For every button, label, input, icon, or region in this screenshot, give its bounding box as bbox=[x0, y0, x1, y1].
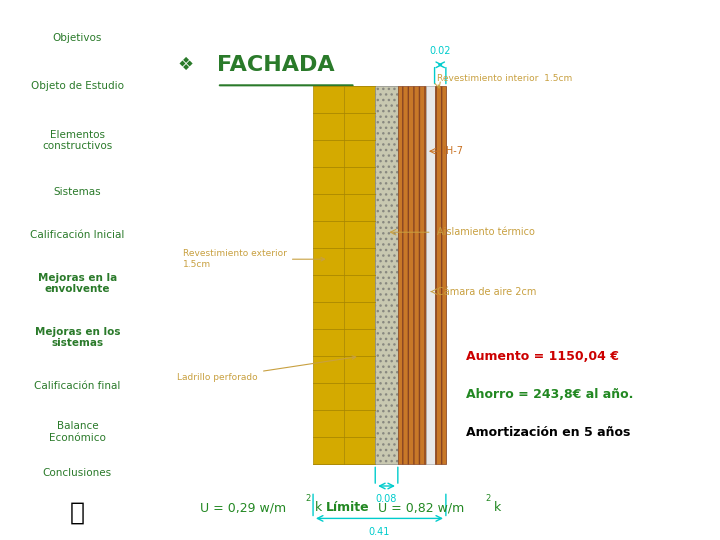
Text: Revestimiento exterior
1.5cm: Revestimiento exterior 1.5cm bbox=[183, 249, 325, 269]
Text: Amortización en 5 años: Amortización en 5 años bbox=[466, 426, 630, 438]
Text: 2: 2 bbox=[485, 495, 491, 503]
Text: U = 0,82 w/m: U = 0,82 w/m bbox=[378, 501, 464, 514]
Text: Balance
Económico: Balance Económico bbox=[49, 421, 106, 443]
Text: FACHADA: FACHADA bbox=[217, 55, 335, 75]
Text: 2: 2 bbox=[306, 495, 311, 503]
Text: Revestimiento interior  1.5cm: Revestimiento interior 1.5cm bbox=[438, 74, 572, 83]
Text: Elementos
constructivos: Elementos constructivos bbox=[42, 130, 112, 151]
Bar bbox=[426, 86, 435, 464]
Text: k: k bbox=[315, 501, 322, 514]
Text: 🌍: 🌍 bbox=[70, 501, 85, 525]
Text: 0.41: 0.41 bbox=[369, 527, 390, 537]
Text: k: k bbox=[494, 501, 501, 514]
Text: Ladrillo perforado: Ladrillo perforado bbox=[177, 356, 356, 382]
Text: Conclusiones: Conclusiones bbox=[42, 468, 112, 477]
Text: 0.08: 0.08 bbox=[376, 495, 397, 504]
Text: Mejoras en la
envolvente: Mejoras en la envolvente bbox=[37, 273, 117, 294]
Text: Aumento = 1150,04 €: Aumento = 1150,04 € bbox=[466, 350, 618, 363]
Bar bbox=[398, 86, 426, 464]
Text: U = 0,29 w/m: U = 0,29 w/m bbox=[200, 501, 286, 514]
Text: Ahorro = 243,8€ al año.: Ahorro = 243,8€ al año. bbox=[466, 388, 633, 401]
Bar bbox=[375, 86, 398, 464]
Text: Mejoras en los
sistemas: Mejoras en los sistemas bbox=[35, 327, 120, 348]
Text: IH-7: IH-7 bbox=[443, 146, 463, 156]
Text: Cámara de aire 2cm: Cámara de aire 2cm bbox=[438, 287, 537, 296]
Text: 0.02: 0.02 bbox=[429, 46, 451, 56]
Text: ❖: ❖ bbox=[177, 56, 194, 74]
Bar bbox=[435, 86, 446, 464]
Text: Objetivos: Objetivos bbox=[53, 33, 102, 43]
Text: Calificación Inicial: Calificación Inicial bbox=[30, 230, 125, 240]
Bar bbox=[313, 86, 344, 464]
Text: Límite: Límite bbox=[325, 501, 369, 514]
Text: Objeto de Estudio: Objeto de Estudio bbox=[31, 82, 124, 91]
Text: Sistemas: Sistemas bbox=[53, 187, 102, 197]
Text: Calificación final: Calificación final bbox=[35, 381, 120, 391]
Bar bbox=[344, 86, 375, 464]
Text: Aislamiento térmico: Aislamiento térmico bbox=[438, 227, 535, 237]
